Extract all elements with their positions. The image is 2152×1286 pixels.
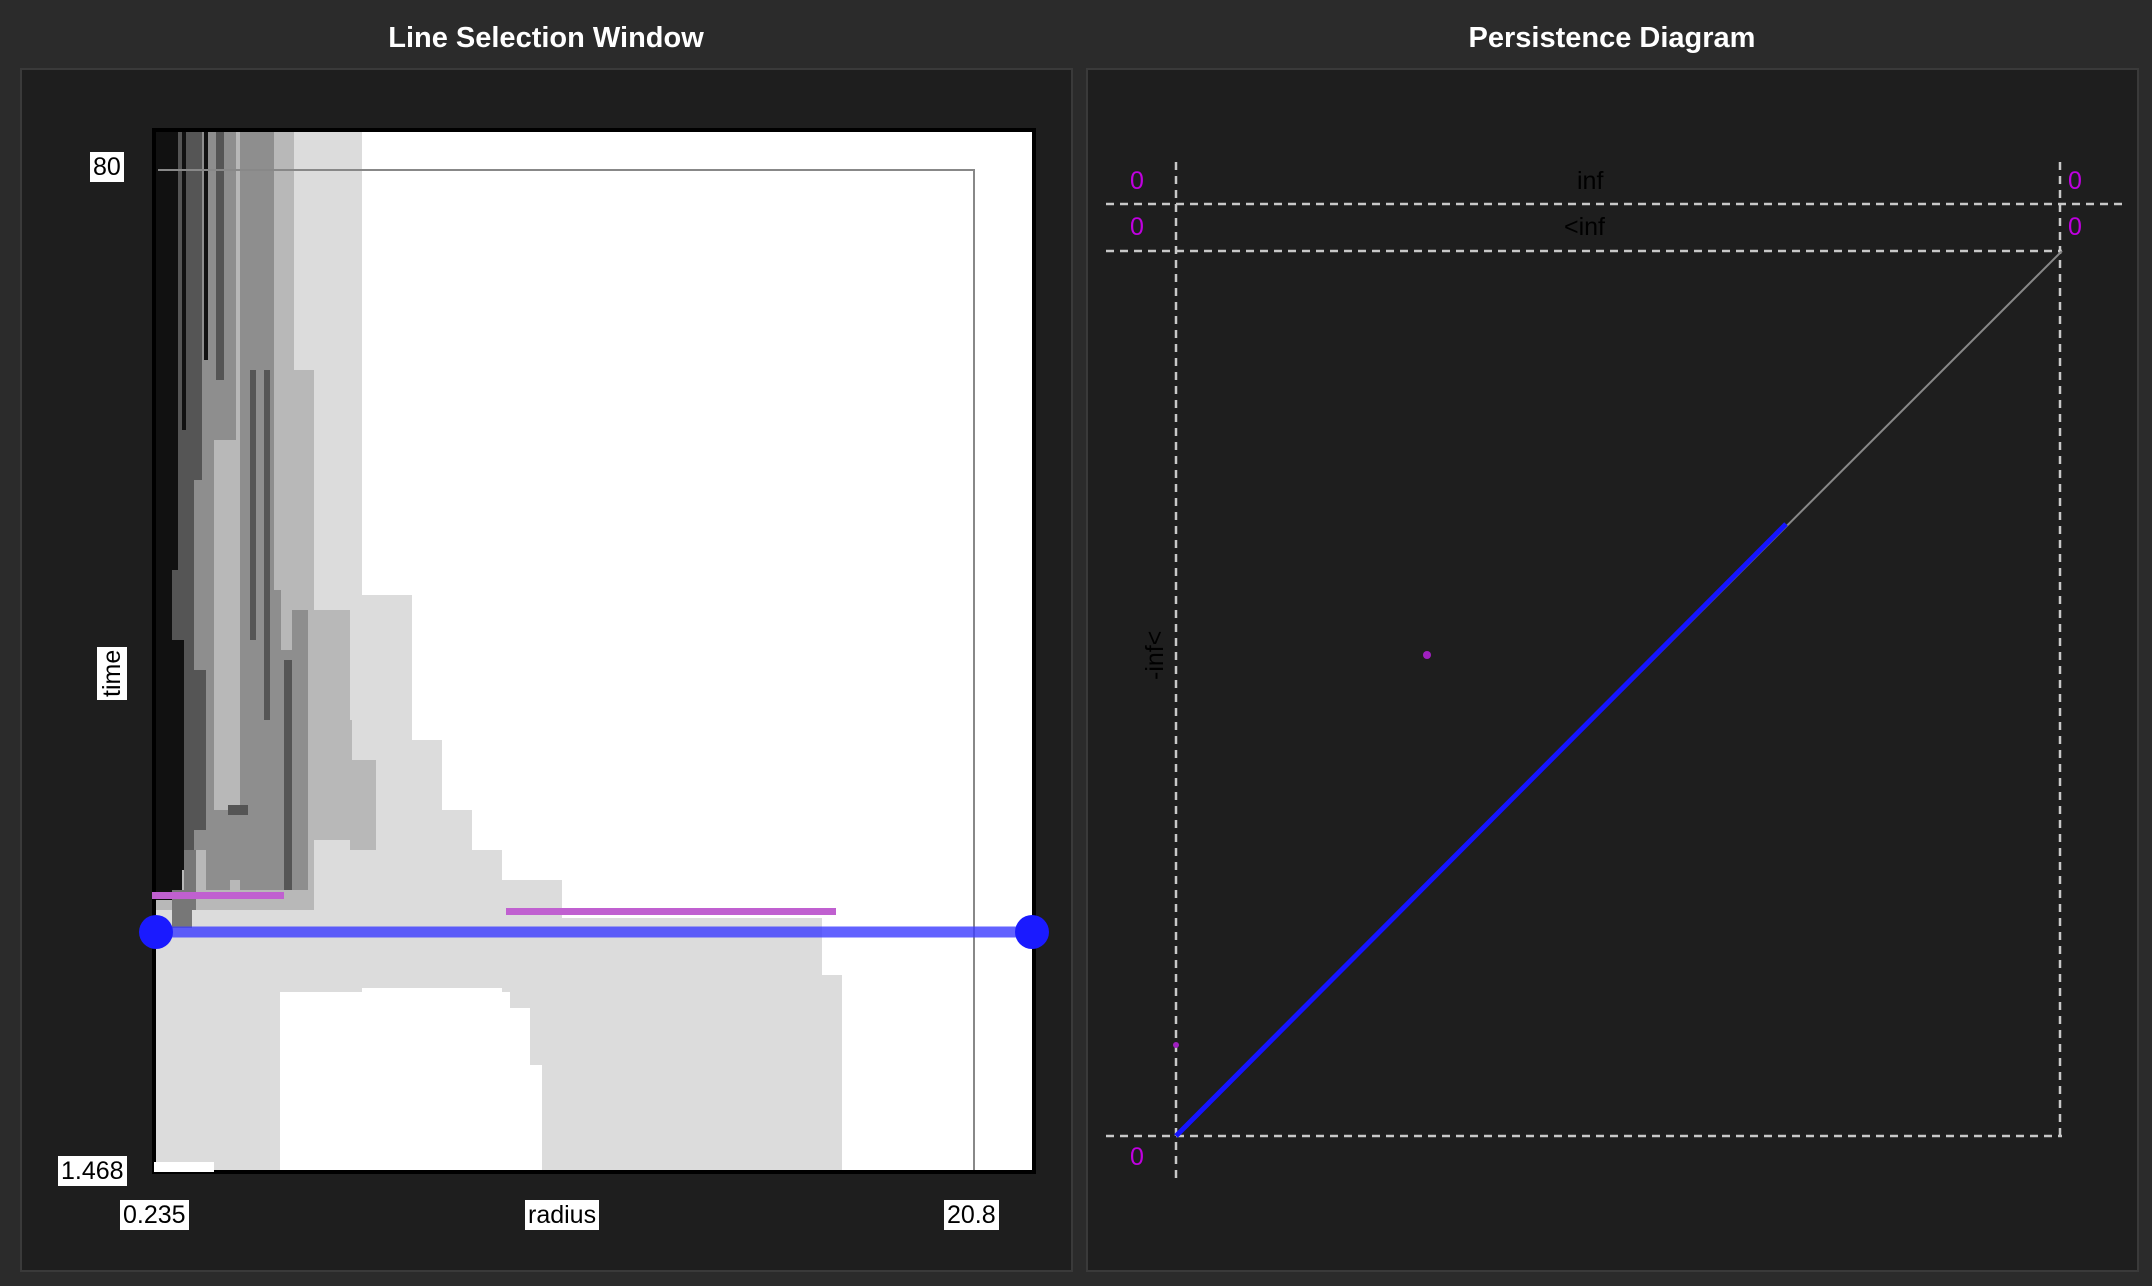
neg-inf-label: -inf< — [1141, 630, 1169, 680]
x-axis-min-label: 0.235 — [120, 1200, 189, 1230]
count-top-left-ltinf: 0 — [1130, 213, 1144, 241]
persistence-diagram-title: Persistence Diagram — [1468, 22, 1756, 54]
selection-handle-left[interactable] — [139, 915, 173, 949]
persistence-diagram-panel[interactable]: inf <inf -inf< 0 0 0 0 0 — [1086, 68, 2139, 1272]
persistence-diagram-plot[interactable] — [1088, 70, 2141, 1274]
selection-handle-right[interactable] — [1015, 915, 1049, 949]
line-selection-title: Line Selection Window — [388, 22, 704, 54]
barcode-bar-left — [152, 892, 284, 899]
count-top-right-ltinf: 0 — [2068, 213, 2082, 241]
plot-border — [152, 128, 1036, 1174]
hilbert-function-plot[interactable] — [22, 70, 1075, 1274]
y-axis-label: time — [97, 646, 127, 700]
diagram-grid — [1106, 162, 2124, 1180]
bottom-strip — [0, 1272, 2152, 1286]
boundary-line — [158, 169, 975, 1172]
lt-inf-label: <inf — [1564, 213, 1606, 241]
count-top-right-inf: 0 — [2068, 167, 2082, 195]
barcode-bar-right — [506, 908, 836, 915]
line-selection-panel[interactable]: 80 1.468 time 0.235 radius 20.8 — [20, 68, 1073, 1272]
persistence-point — [1423, 651, 1431, 659]
inf-label: inf — [1577, 167, 1604, 195]
y-axis-min-label: 1.468 — [58, 1156, 127, 1186]
y-axis-max-label: 80 — [90, 152, 124, 182]
count-top-left-inf: 0 — [1130, 167, 1144, 195]
x-axis-max-label: 20.8 — [944, 1200, 999, 1230]
persistence-point — [1173, 1042, 1179, 1048]
x-axis-label: radius — [525, 1200, 600, 1230]
count-bottom-left: 0 — [1130, 1143, 1144, 1171]
selection-projection — [1174, 522, 1788, 1138]
